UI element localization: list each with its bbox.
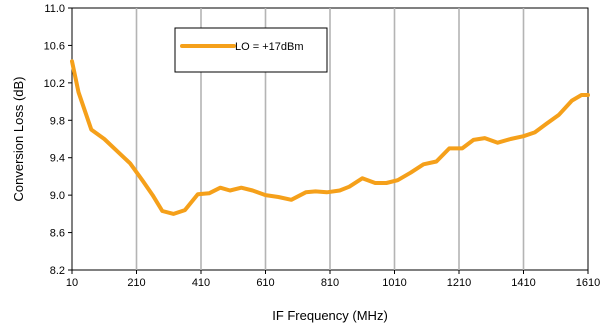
y-axis-title: Conversion Loss (dB) — [11, 77, 26, 202]
series-layer — [70, 59, 590, 216]
legend: LO = +17dBm — [174, 27, 328, 73]
y-tick-label: 8.6 — [50, 228, 65, 240]
x-tick-label: 1610 — [576, 277, 600, 289]
x-axis-ticks: 10 210 410 610 810 1010 1210 1410 1610 — [66, 270, 600, 289]
y-tick-label: 10.2 — [44, 78, 65, 90]
y-tick-label: 9.0 — [50, 190, 65, 202]
x-tick-label: 810 — [321, 277, 339, 289]
x-tick-label: 10 — [66, 277, 78, 289]
x-tick-label: 1010 — [382, 277, 406, 289]
x-tick-label: 1410 — [511, 277, 535, 289]
y-axis-ticks: 8.2 8.6 9.0 9.4 9.8 10.2 10.6 11.0 — [44, 3, 72, 277]
x-tick-label: 610 — [256, 277, 274, 289]
x-tick-label: 210 — [127, 277, 145, 289]
y-tick-label: 9.8 — [50, 115, 65, 127]
legend-label: LO = +17dBm — [235, 41, 304, 53]
x-axis-title: IF Frequency (MHz) — [272, 308, 388, 323]
y-tick-label: 10.6 — [44, 40, 65, 52]
y-tick-label: 8.2 — [50, 265, 65, 277]
series-line — [70, 59, 590, 216]
x-tick-label: 1210 — [447, 277, 471, 289]
x-tick-label: 410 — [192, 277, 210, 289]
legend-box — [174, 27, 328, 73]
y-tick-label: 9.4 — [50, 153, 65, 165]
y-tick-label: 11.0 — [44, 3, 65, 15]
